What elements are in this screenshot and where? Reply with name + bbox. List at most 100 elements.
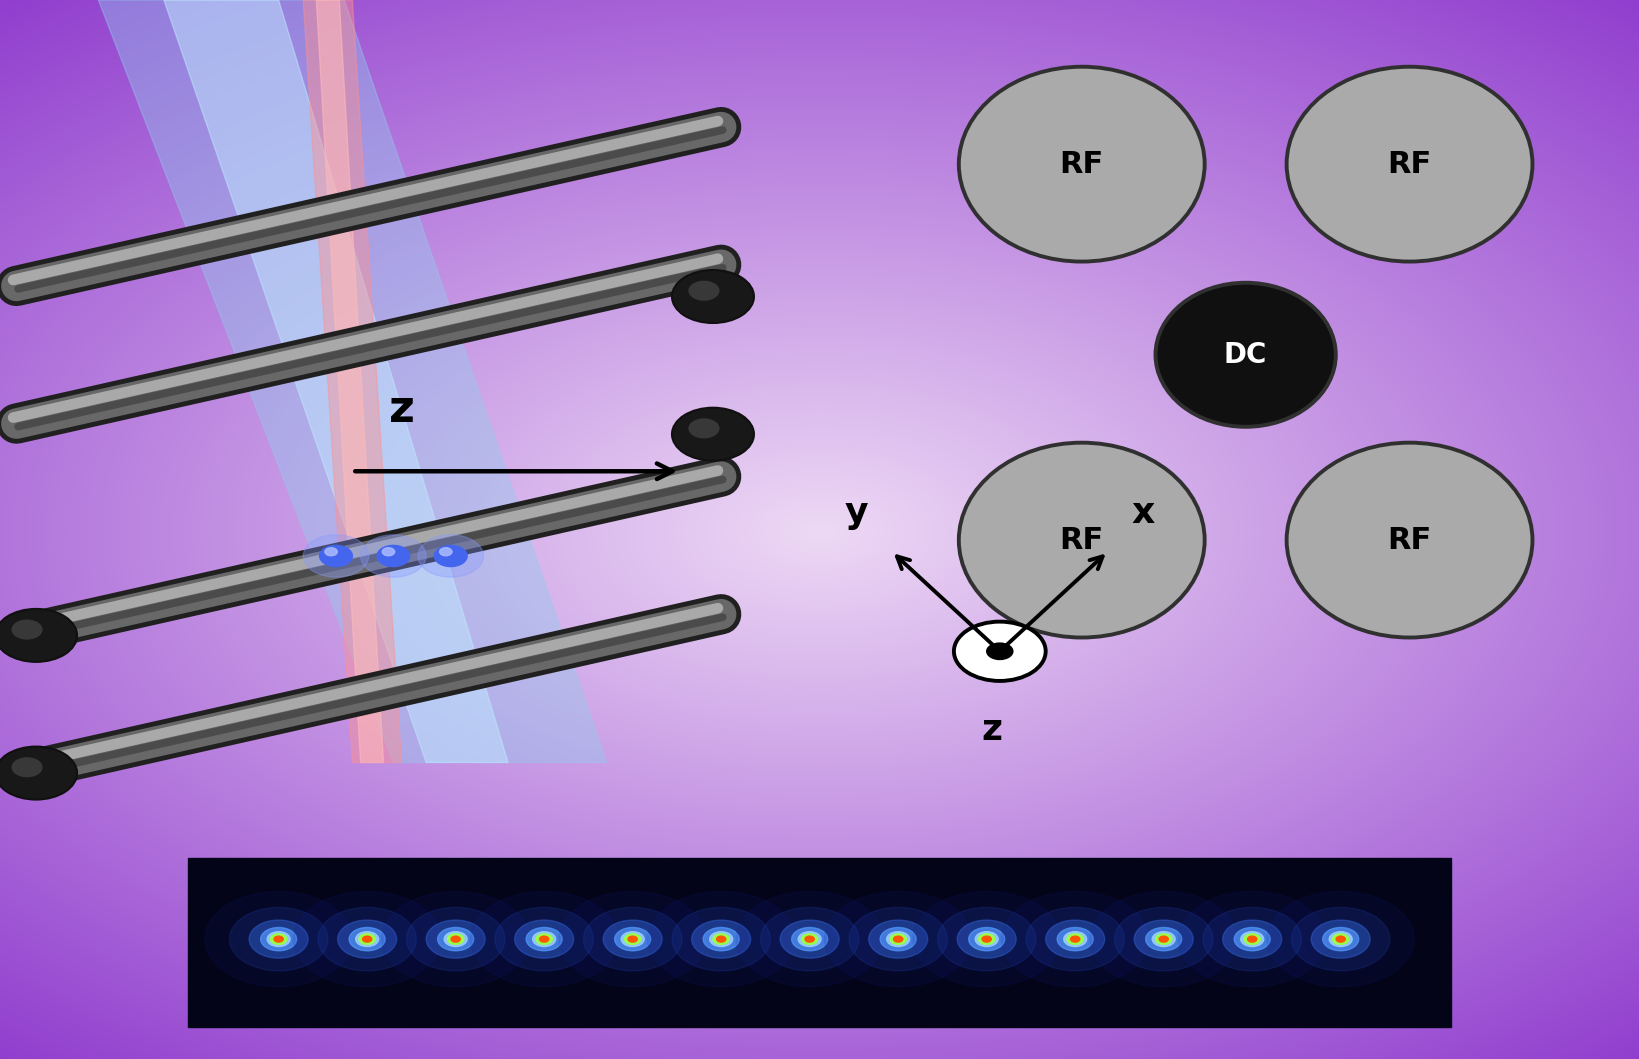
Ellipse shape (1287, 443, 1532, 638)
Circle shape (515, 920, 574, 958)
Circle shape (713, 934, 729, 945)
Circle shape (559, 892, 706, 987)
Circle shape (957, 920, 1016, 958)
Circle shape (893, 936, 903, 943)
Circle shape (621, 932, 644, 947)
Circle shape (1333, 934, 1349, 945)
Polygon shape (164, 0, 508, 762)
Circle shape (1090, 892, 1237, 987)
Circle shape (495, 908, 593, 971)
Circle shape (1001, 892, 1149, 987)
Circle shape (1203, 908, 1301, 971)
Circle shape (377, 545, 410, 567)
Circle shape (710, 932, 733, 947)
Circle shape (451, 936, 461, 943)
Circle shape (603, 920, 662, 958)
Circle shape (890, 934, 906, 945)
Circle shape (447, 934, 464, 945)
Circle shape (1241, 932, 1264, 947)
Circle shape (1159, 936, 1169, 943)
Circle shape (1247, 936, 1257, 943)
Circle shape (1046, 920, 1105, 958)
Polygon shape (98, 0, 606, 762)
Circle shape (426, 920, 485, 958)
Circle shape (356, 932, 379, 947)
Text: RF: RF (1060, 525, 1103, 555)
Circle shape (1234, 928, 1270, 951)
FancyBboxPatch shape (188, 858, 1451, 1027)
Circle shape (1336, 936, 1346, 943)
Circle shape (1134, 920, 1193, 958)
Circle shape (615, 928, 651, 951)
Polygon shape (303, 0, 402, 762)
Circle shape (987, 643, 1013, 660)
Circle shape (624, 934, 641, 945)
Polygon shape (316, 0, 384, 762)
Circle shape (583, 908, 682, 971)
Circle shape (1146, 928, 1182, 951)
Circle shape (526, 928, 562, 951)
Circle shape (293, 892, 441, 987)
Circle shape (1057, 928, 1093, 951)
Text: z: z (388, 388, 415, 431)
Circle shape (406, 908, 505, 971)
Circle shape (628, 936, 638, 943)
Circle shape (672, 408, 754, 461)
Circle shape (1064, 932, 1087, 947)
Circle shape (0, 747, 77, 800)
Circle shape (1115, 908, 1213, 971)
Circle shape (303, 535, 369, 577)
Circle shape (798, 932, 821, 947)
Circle shape (418, 535, 484, 577)
Circle shape (444, 932, 467, 947)
Circle shape (1323, 928, 1359, 951)
Circle shape (539, 936, 549, 943)
Circle shape (249, 920, 308, 958)
Circle shape (672, 908, 770, 971)
Circle shape (438, 928, 474, 951)
Circle shape (880, 928, 916, 951)
Circle shape (978, 934, 995, 945)
Circle shape (1244, 934, 1260, 945)
Circle shape (805, 936, 815, 943)
Circle shape (792, 928, 828, 951)
Circle shape (760, 908, 859, 971)
Circle shape (205, 892, 352, 987)
Circle shape (824, 892, 972, 987)
Ellipse shape (959, 443, 1205, 638)
Circle shape (692, 920, 751, 958)
Circle shape (361, 535, 426, 577)
Circle shape (11, 757, 43, 777)
Text: y: y (844, 496, 869, 530)
Circle shape (1026, 908, 1124, 971)
Circle shape (349, 928, 385, 951)
Circle shape (536, 934, 552, 945)
Text: RF: RF (1060, 149, 1103, 179)
Circle shape (362, 936, 372, 943)
Circle shape (672, 270, 754, 323)
Circle shape (1178, 892, 1326, 987)
Circle shape (1267, 892, 1414, 987)
Ellipse shape (1287, 67, 1532, 262)
Circle shape (1152, 932, 1175, 947)
Circle shape (274, 936, 284, 943)
Circle shape (913, 892, 1060, 987)
Ellipse shape (959, 67, 1205, 262)
Circle shape (338, 920, 397, 958)
Circle shape (1067, 934, 1083, 945)
Ellipse shape (1155, 283, 1336, 427)
Circle shape (736, 892, 883, 987)
Text: RF: RF (1388, 525, 1431, 555)
Circle shape (267, 932, 290, 947)
Circle shape (1311, 920, 1370, 958)
Circle shape (11, 620, 43, 640)
Circle shape (1223, 920, 1282, 958)
Circle shape (780, 920, 839, 958)
Circle shape (849, 908, 947, 971)
Circle shape (969, 928, 1005, 951)
Circle shape (938, 908, 1036, 971)
Text: DC: DC (1224, 341, 1267, 369)
Circle shape (382, 548, 395, 556)
Circle shape (1292, 908, 1390, 971)
Circle shape (688, 418, 720, 438)
